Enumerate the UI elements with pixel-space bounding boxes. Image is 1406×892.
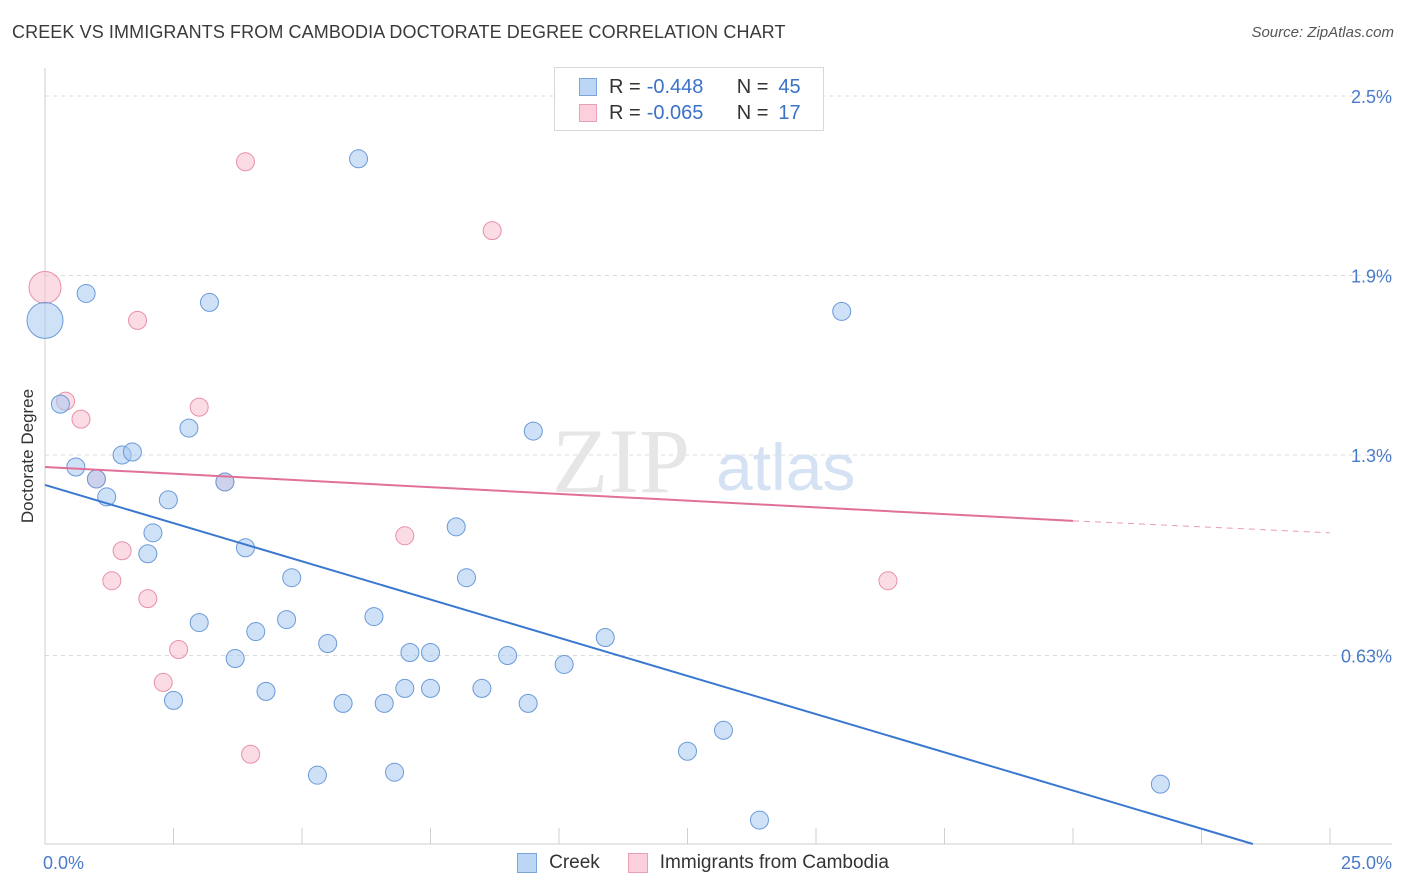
y-axis-title: Doctorate Degree xyxy=(18,389,37,523)
series-creek-points xyxy=(26,149,1170,830)
grid-lines xyxy=(45,95,1392,656)
creek-point xyxy=(86,469,106,489)
x-tick-label: 25.0% xyxy=(1341,853,1392,873)
creek-point xyxy=(498,645,518,665)
creek-point xyxy=(1150,774,1170,794)
legend-label-cambodia: Immigrants from Cambodia xyxy=(659,852,889,873)
axes xyxy=(44,68,1392,845)
cambodia-point xyxy=(112,541,132,561)
cambodia-point xyxy=(71,409,91,429)
creek-point xyxy=(395,678,415,698)
cambodia-trend-extension xyxy=(1072,520,1331,534)
creek-point xyxy=(333,693,353,713)
creek-swatch xyxy=(579,78,597,96)
creek-point xyxy=(678,741,697,761)
creek-point xyxy=(318,634,338,654)
stats-legend: R = -0.448 N = 45 R = -0.065 N = 17 xyxy=(554,67,824,131)
legend-item-cambodia: Immigrants from Cambodia xyxy=(627,852,889,874)
cambodia-point xyxy=(169,640,189,660)
creek-point xyxy=(225,648,245,668)
creek-point xyxy=(158,490,178,510)
cambodia-point xyxy=(878,571,898,591)
legend-item-creek: Creek xyxy=(517,852,600,874)
n-label: N = xyxy=(736,101,769,124)
creek-point xyxy=(554,654,574,674)
r-label: R = xyxy=(609,75,641,98)
creek-trend-line xyxy=(44,483,1254,845)
n-value: 45 xyxy=(778,75,801,98)
creek-point xyxy=(400,643,420,662)
creek-point xyxy=(385,762,405,782)
cambodia-point xyxy=(189,397,209,417)
creek-point xyxy=(179,418,199,438)
creek-point xyxy=(364,607,384,627)
source-label: Source: ZipAtlas.com xyxy=(1251,24,1394,41)
stats-row-creek: R = -0.448 N = 45 xyxy=(579,74,801,100)
n-label: N = xyxy=(736,75,769,98)
cambodia-trend-line xyxy=(44,465,1074,522)
r-value: -0.065 xyxy=(646,101,704,124)
creek-point xyxy=(143,523,163,543)
cambodia-point xyxy=(28,270,62,304)
creek-point xyxy=(50,394,70,414)
n-value: 17 xyxy=(778,101,801,124)
creek-point xyxy=(164,690,183,710)
creek-point xyxy=(523,421,543,441)
cambodia-point xyxy=(482,221,502,241)
y-tick-label: 1.9% xyxy=(1351,266,1392,286)
x-tick-label: 0.0% xyxy=(43,853,84,873)
creek-point xyxy=(138,544,158,564)
creek-point xyxy=(472,678,492,698)
creek-point xyxy=(349,149,369,169)
creek-point xyxy=(713,720,733,740)
creek-point xyxy=(282,568,302,588)
r-label: R = xyxy=(609,101,641,124)
creek-point xyxy=(595,628,615,648)
creek-point xyxy=(256,681,276,701)
legend-swatch-creek xyxy=(517,853,538,873)
creek-point xyxy=(66,457,86,477)
y-tick-labels: 2.5% 1.9% 1.3% 0.63% xyxy=(1341,87,1392,667)
creek-point xyxy=(199,292,219,312)
cambodia-point xyxy=(138,589,158,609)
creek-point xyxy=(832,301,852,321)
watermark-atlas: atlas xyxy=(716,430,855,504)
creek-point xyxy=(26,301,64,339)
creek-point xyxy=(307,765,327,785)
creek-point xyxy=(189,613,209,633)
x-tick-labels: 0.0% 25.0% xyxy=(43,853,1392,873)
y-tick-label: 0.63% xyxy=(1341,646,1392,666)
creek-point xyxy=(122,442,142,462)
legend-swatch-cambodia xyxy=(627,853,648,873)
cambodia-point xyxy=(395,526,415,546)
y-tick-label: 1.3% xyxy=(1351,446,1392,466)
creek-point xyxy=(235,538,255,558)
cambodia-point xyxy=(128,310,148,330)
y-tick-label: 2.5% xyxy=(1351,87,1392,107)
r-value: -0.448 xyxy=(646,75,704,98)
creek-point xyxy=(421,643,440,662)
creek-point xyxy=(76,283,96,303)
chart-title: CREEK VS IMMIGRANTS FROM CAMBODIA DOCTOR… xyxy=(12,22,786,42)
cambodia-point xyxy=(153,672,173,692)
creek-point xyxy=(374,693,394,713)
cambodia-point xyxy=(235,152,255,172)
creek-point xyxy=(421,678,440,698)
creek-point xyxy=(446,517,466,537)
stats-row-cambodia: R = -0.065 N = 17 xyxy=(579,100,801,126)
cambodia-swatch xyxy=(579,104,597,122)
creek-point xyxy=(246,622,266,642)
creek-point xyxy=(456,568,476,588)
series-legend: Creek Immigrants from Cambodia xyxy=(0,852,1406,874)
creek-point xyxy=(277,610,297,630)
cambodia-point xyxy=(102,571,122,591)
creek-point xyxy=(749,810,769,830)
trend-lines xyxy=(44,465,1331,845)
legend-label-creek: Creek xyxy=(549,852,600,873)
creek-point xyxy=(518,693,538,713)
cambodia-point xyxy=(241,744,261,764)
